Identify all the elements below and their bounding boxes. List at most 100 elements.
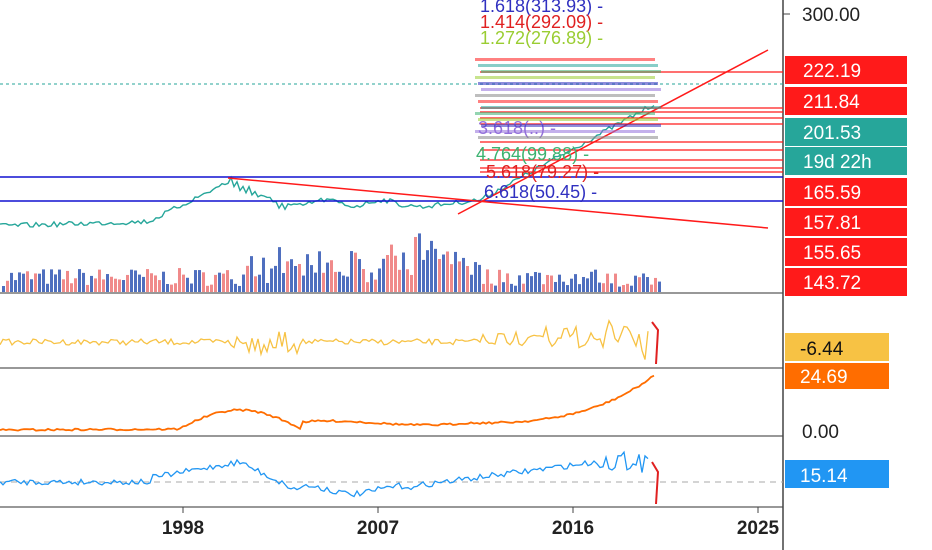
volume-bar xyxy=(618,286,621,292)
volume-bar xyxy=(598,282,601,292)
price-tag-bg xyxy=(785,208,907,236)
volume-bar xyxy=(26,271,29,292)
volume-bar xyxy=(286,261,289,292)
price-tag-bg xyxy=(785,56,907,84)
volume-bar xyxy=(94,278,97,292)
fib-clutter xyxy=(475,76,655,79)
volume-bar xyxy=(126,274,129,292)
volume-bar xyxy=(478,264,481,292)
volume-bar xyxy=(550,275,553,292)
volume-bar xyxy=(634,275,637,292)
volume-bar xyxy=(250,256,253,292)
oscillator-pane-2: 24.69 0.00 xyxy=(0,363,889,443)
trend-line xyxy=(227,177,769,229)
x-tick-label: 2016 xyxy=(552,518,594,539)
volume-bar xyxy=(506,273,509,292)
volume-bar xyxy=(134,270,137,292)
price-tag-label: 222.19 xyxy=(803,61,861,82)
fib-clutter xyxy=(478,136,658,139)
volume-bar xyxy=(358,259,361,292)
volume-bar xyxy=(122,280,125,292)
price-tag-bg xyxy=(785,268,907,296)
volume-bar xyxy=(242,274,245,292)
fib-clutter xyxy=(475,130,655,133)
volume-bar xyxy=(182,274,185,292)
volume-bar xyxy=(510,283,513,292)
volume-bar xyxy=(498,269,501,292)
volume-bar xyxy=(558,274,561,292)
price-tag: 155.65 xyxy=(785,238,907,266)
x-tick-label: 1998 xyxy=(162,518,204,539)
volume-bars xyxy=(2,233,661,292)
volume-bar xyxy=(98,269,101,292)
osc3-tail xyxy=(651,461,660,505)
volume-bar xyxy=(534,272,537,292)
volume-bar xyxy=(546,274,549,292)
fib-clutter xyxy=(475,112,655,115)
volume-bar xyxy=(82,272,85,292)
fib-clutter xyxy=(478,118,658,121)
fib-label: 5.618(79.27) - xyxy=(486,162,599,182)
volume-bar xyxy=(402,252,405,292)
osc1-tag xyxy=(785,333,889,361)
volume-bar xyxy=(602,283,605,292)
volume-bar xyxy=(394,255,397,292)
osc1-tail xyxy=(651,321,660,365)
volume-bar xyxy=(590,271,593,292)
price-tag: 201.53 xyxy=(785,118,907,146)
price-axis[interactable]: 300.00 222.19 211.84 201.53 19d 22h 165.59 157… xyxy=(783,5,907,296)
volume-bar xyxy=(190,283,193,292)
volume-bar xyxy=(518,275,521,292)
volume-bar xyxy=(262,257,265,292)
volume-bar xyxy=(586,278,589,292)
volume-bar xyxy=(218,272,221,292)
volume-bar xyxy=(562,281,565,292)
price-tag-label: 157.81 xyxy=(803,213,861,234)
volume-bar xyxy=(502,282,505,292)
price-tag-label: 143.72 xyxy=(803,273,861,294)
volume-bar xyxy=(346,276,349,292)
volume-bar xyxy=(150,273,153,292)
volume-bar xyxy=(226,270,229,292)
volume-bar xyxy=(186,277,189,292)
volume-bar xyxy=(554,281,557,292)
fib-label: 1.414(292.09) - xyxy=(480,12,603,32)
fib-clutter xyxy=(481,70,661,73)
volume-bar xyxy=(646,277,649,292)
time-axis[interactable]: 1998 2007 2016 2025 xyxy=(162,507,780,539)
volume-bar xyxy=(282,272,285,292)
volume-bar xyxy=(454,251,457,292)
volume-bar xyxy=(386,255,389,292)
volume-bar xyxy=(194,270,197,292)
volume-bar xyxy=(434,248,437,292)
fib-label: 6.618(50.45) - xyxy=(484,182,597,202)
volume-bar xyxy=(2,285,5,292)
volume-bar xyxy=(62,279,65,292)
volume-bar xyxy=(470,274,473,292)
price-tag: 157.81 xyxy=(785,208,907,236)
osc3-value: 15.14 xyxy=(800,466,848,487)
volume-bar xyxy=(530,276,533,292)
price-tag: 165.59 xyxy=(785,178,907,206)
volume-bar xyxy=(302,275,305,292)
volume-bar xyxy=(342,275,345,292)
fib-clutter xyxy=(475,58,655,61)
volume-bar xyxy=(90,275,93,292)
volume-bar xyxy=(414,236,417,292)
volume-bar xyxy=(202,272,205,292)
volume-bar xyxy=(154,275,157,292)
volume-bar xyxy=(354,252,357,292)
volume-bar xyxy=(542,284,545,292)
osc2-tick: 0.00 xyxy=(802,422,839,443)
volume-bar xyxy=(578,284,581,292)
volume-bar xyxy=(410,274,413,292)
osc2-value: 24.69 xyxy=(800,367,848,388)
price-tag-label: 211.84 xyxy=(803,92,860,113)
volume-bar xyxy=(382,258,385,292)
volume-bar xyxy=(430,240,433,292)
volume-bar xyxy=(462,257,465,292)
volume-bar xyxy=(222,273,225,292)
volume-bar xyxy=(166,284,169,292)
volume-bar xyxy=(522,283,525,292)
volume-bar xyxy=(138,274,141,292)
